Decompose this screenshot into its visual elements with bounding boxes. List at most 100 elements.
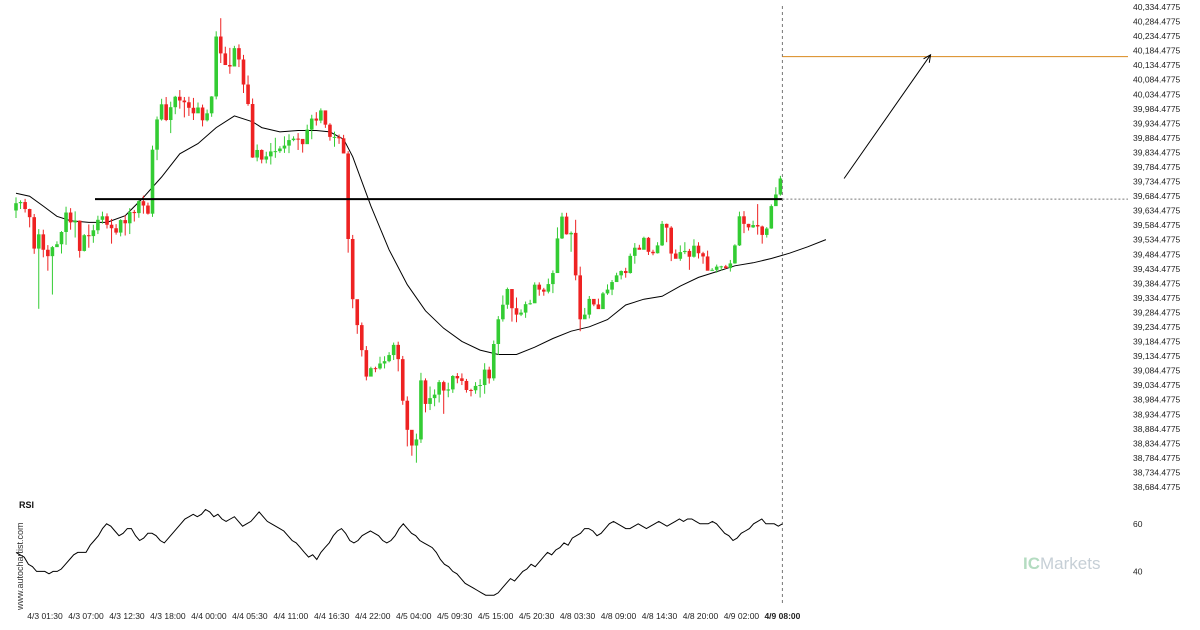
- price-tick-label: 39,134.4775: [1133, 351, 1181, 361]
- candle-body: [232, 48, 237, 67]
- candle-body: [528, 303, 532, 305]
- candle-body: [255, 149, 259, 158]
- time-tick-label: 4/5 15:00: [478, 611, 514, 621]
- candle: [355, 299, 360, 334]
- candle: [437, 380, 441, 403]
- candle-body: [159, 104, 164, 120]
- candle-body: [555, 238, 560, 274]
- candle-body: [59, 232, 64, 245]
- candle: [36, 229, 41, 309]
- price-tick-label: 40,184.4775: [1133, 46, 1181, 56]
- price-tick-label: 39,534.4775: [1133, 235, 1181, 245]
- candle: [619, 270, 623, 280]
- time-tick-label: 4/4 11:00: [273, 611, 308, 621]
- candle: [259, 149, 264, 164]
- candle-body: [369, 368, 373, 377]
- candle-body: [241, 59, 246, 85]
- candle-body: [769, 206, 774, 229]
- candle-body: [146, 205, 150, 214]
- candle: [127, 208, 132, 235]
- price-tick-label: 39,884.4775: [1133, 133, 1181, 143]
- candle-body: [205, 113, 209, 121]
- price-axis: 40,334.4775 40,284.4775 40,234.4775 40,184.…: [1133, 2, 1181, 492]
- moving-average-line: [15, 115, 827, 355]
- candle: [309, 114, 314, 140]
- candle: [255, 144, 259, 162]
- candle: [50, 245, 55, 295]
- candle-body: [505, 289, 510, 305]
- candle: [605, 284, 610, 295]
- candle: [737, 211, 742, 246]
- candle-body: [364, 350, 369, 377]
- candle: [746, 223, 751, 231]
- candle-body: [68, 212, 73, 223]
- candle: [173, 95, 178, 115]
- candle-body: [655, 245, 660, 254]
- candle-body: [537, 284, 542, 290]
- candle: [760, 225, 764, 244]
- candle: [241, 54, 246, 93]
- candle-body: [733, 245, 737, 264]
- candle-body: [123, 220, 127, 224]
- rsi-tick-label: 60: [1133, 519, 1143, 529]
- candle: [328, 123, 332, 141]
- candle: [32, 213, 36, 254]
- candle: [683, 242, 687, 255]
- candle-body: [87, 235, 91, 237]
- candle: [282, 136, 287, 153]
- candle-body: [41, 234, 46, 250]
- candle: [346, 151, 350, 253]
- candle-body: [168, 107, 173, 121]
- candle-body: [282, 145, 287, 149]
- candle-body: [391, 344, 396, 356]
- time-tick-label: 4/4 22:00: [355, 611, 391, 621]
- candle-body: [491, 344, 496, 379]
- candle-body: [737, 216, 742, 246]
- price-tick-label: 39,934.4775: [1133, 118, 1181, 128]
- candle: [614, 272, 619, 283]
- candle-body: [373, 368, 378, 370]
- candle: [96, 215, 100, 235]
- price-tick-label: 39,484.4775: [1133, 249, 1181, 259]
- candle: [387, 352, 391, 363]
- candle-body: [664, 223, 669, 228]
- candle-body: [259, 149, 264, 160]
- candle: [464, 378, 469, 393]
- candle-body: [460, 378, 464, 381]
- candle-body: [287, 140, 291, 146]
- candle: [487, 366, 491, 384]
- candle: [774, 187, 778, 207]
- price-tick-label: 38,934.4775: [1133, 409, 1181, 419]
- candle-body: [605, 289, 610, 294]
- candle: [214, 31, 218, 100]
- candle: [91, 224, 96, 243]
- candle-body: [137, 201, 141, 214]
- price-tick-label: 40,234.4775: [1133, 31, 1181, 41]
- candle: [337, 134, 341, 144]
- candle-body: [273, 151, 278, 153]
- candle: [628, 253, 633, 274]
- price-tick-label: 40,034.4775: [1133, 89, 1181, 99]
- candle-body: [469, 389, 473, 391]
- candle-body: [378, 363, 382, 369]
- candle-body: [592, 298, 596, 305]
- candle-body: [564, 216, 569, 235]
- candle: [742, 211, 746, 234]
- candle-body: [628, 255, 633, 274]
- candle: [55, 241, 59, 248]
- candle-body: [596, 304, 601, 310]
- candle: [551, 270, 555, 294]
- candle: [205, 109, 209, 122]
- price-tick-label: 38,684.4775: [1133, 482, 1181, 492]
- candle-body: [155, 119, 159, 150]
- brand-logo: ICMarkets: [1023, 554, 1100, 573]
- candle-body: [696, 245, 701, 254]
- candle: [633, 243, 637, 264]
- candle: [378, 356, 382, 370]
- candle: [323, 110, 328, 128]
- candle: [587, 296, 592, 319]
- time-tick-label: 4/3 01:30: [27, 611, 63, 621]
- candle: [655, 242, 660, 254]
- candle: [396, 341, 400, 372]
- candle: [423, 378, 428, 413]
